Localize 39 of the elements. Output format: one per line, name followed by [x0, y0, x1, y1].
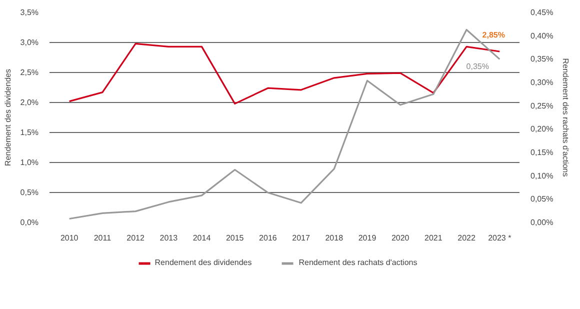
y-tick-label: 2,5% — [20, 68, 38, 77]
legend-label: Rendement des rachats d'actions — [298, 258, 418, 267]
y-tick-label: 0,0% — [20, 218, 38, 227]
x-tick-label: 2021 — [424, 234, 443, 242]
y2-tick-label: 0,25% — [530, 101, 554, 110]
y-tick-label: 1,5% — [20, 128, 38, 137]
legend-label: Rendement des dividendes — [154, 258, 252, 267]
y-tick-label: 2,0% — [20, 98, 38, 107]
annotation: 0,35% — [466, 62, 489, 72]
x-tick-label: 2011 — [94, 234, 112, 242]
x-tick-label: 2017 — [292, 234, 310, 242]
x-tick-label: 2015 — [226, 234, 244, 242]
y2-tick-label: 0,05% — [530, 194, 554, 204]
y-tick-label: 3,0% — [20, 38, 38, 47]
y2-tick-label: 0,40% — [530, 31, 554, 40]
y-tick-label: 3,5% — [20, 8, 38, 17]
y-axis-title: Rendement des dividendes — [3, 69, 12, 166]
y2-axis-title: Rendement des rachats d'actions — [561, 58, 570, 177]
y2-tick-label: 0,15% — [530, 148, 554, 157]
y2-tick-label: 0,45% — [530, 8, 554, 17]
x-tick-label: 2014 — [192, 234, 212, 242]
line-series — [68, 42, 500, 104]
y2-tick-label: 0,00% — [530, 218, 554, 227]
x-tick-label: 2013 — [160, 234, 178, 242]
x-tick-label: 2016 — [259, 234, 278, 242]
y-tick-label: 0,5% — [20, 188, 38, 197]
annotation: 2,85% — [482, 30, 505, 40]
x-tick-label: 2019 — [358, 234, 377, 242]
x-tick-label: 2012 — [126, 234, 146, 242]
y2-tick-label: 0,35% — [530, 54, 554, 64]
x-tick-label: 2023 * — [488, 234, 512, 242]
x-tick-label: 2020 — [391, 234, 410, 242]
y-tick-label: 1,0% — [20, 158, 38, 167]
y2-tick-label: 0,10% — [530, 171, 554, 180]
x-tick-label: 2010 — [60, 234, 79, 242]
x-tick-label: 2018 — [325, 234, 344, 242]
x-tick-label: 2022 — [458, 234, 476, 242]
y2-tick-label: 0,30% — [530, 78, 554, 87]
y2-tick-label: 0,20% — [530, 124, 554, 134]
